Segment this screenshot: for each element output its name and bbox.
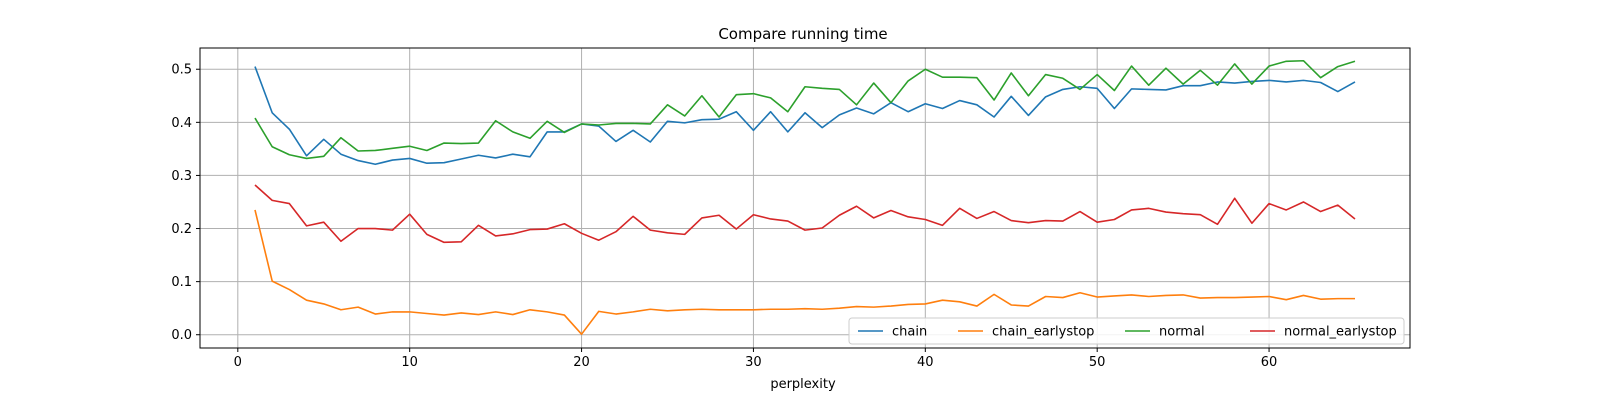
legend-label: chain <box>892 325 927 340</box>
x-tick-label: 0 <box>234 355 242 370</box>
y-tick-label: 0.0 <box>171 328 192 343</box>
y-tick-label: 0.1 <box>171 275 192 290</box>
series-line-chain <box>254 66 1356 166</box>
y-tick-label: 0.5 <box>171 63 192 78</box>
y-tick-label: 0.3 <box>171 169 192 184</box>
x-tick-label: 40 <box>917 355 934 370</box>
x-tick-label: 60 <box>1261 355 1278 370</box>
grid <box>200 48 1410 348</box>
legend-label: normal_earlystop <box>1284 325 1397 340</box>
chart-title: Compare running time <box>718 25 887 43</box>
series-lines <box>254 59 1356 335</box>
x-axis-label: perplexity <box>770 377 836 392</box>
legend: chain chain_earlystop normal normal_earlyst… <box>848 317 1405 345</box>
legend-label: normal <box>1159 325 1205 340</box>
series-line-chain-earlystop <box>254 209 1355 335</box>
x-tick-label: 10 <box>401 355 418 370</box>
x-tick-label: 20 <box>573 355 590 370</box>
axis-ticks: 0 10 20 30 40 50 60 0.0 0.1 0.2 0.3 0.4 0.5 <box>171 63 1277 370</box>
series-line-normal <box>254 59 1356 160</box>
legend-label: chain_earlystop <box>992 325 1094 340</box>
x-tick-label: 30 <box>745 355 762 370</box>
plot-frame <box>199 47 1411 349</box>
y-tick-label: 0.4 <box>171 116 192 131</box>
series-line-normal-earlystop <box>254 184 1356 244</box>
y-tick-label: 0.2 <box>171 222 192 237</box>
x-tick-label: 50 <box>1089 355 1106 370</box>
